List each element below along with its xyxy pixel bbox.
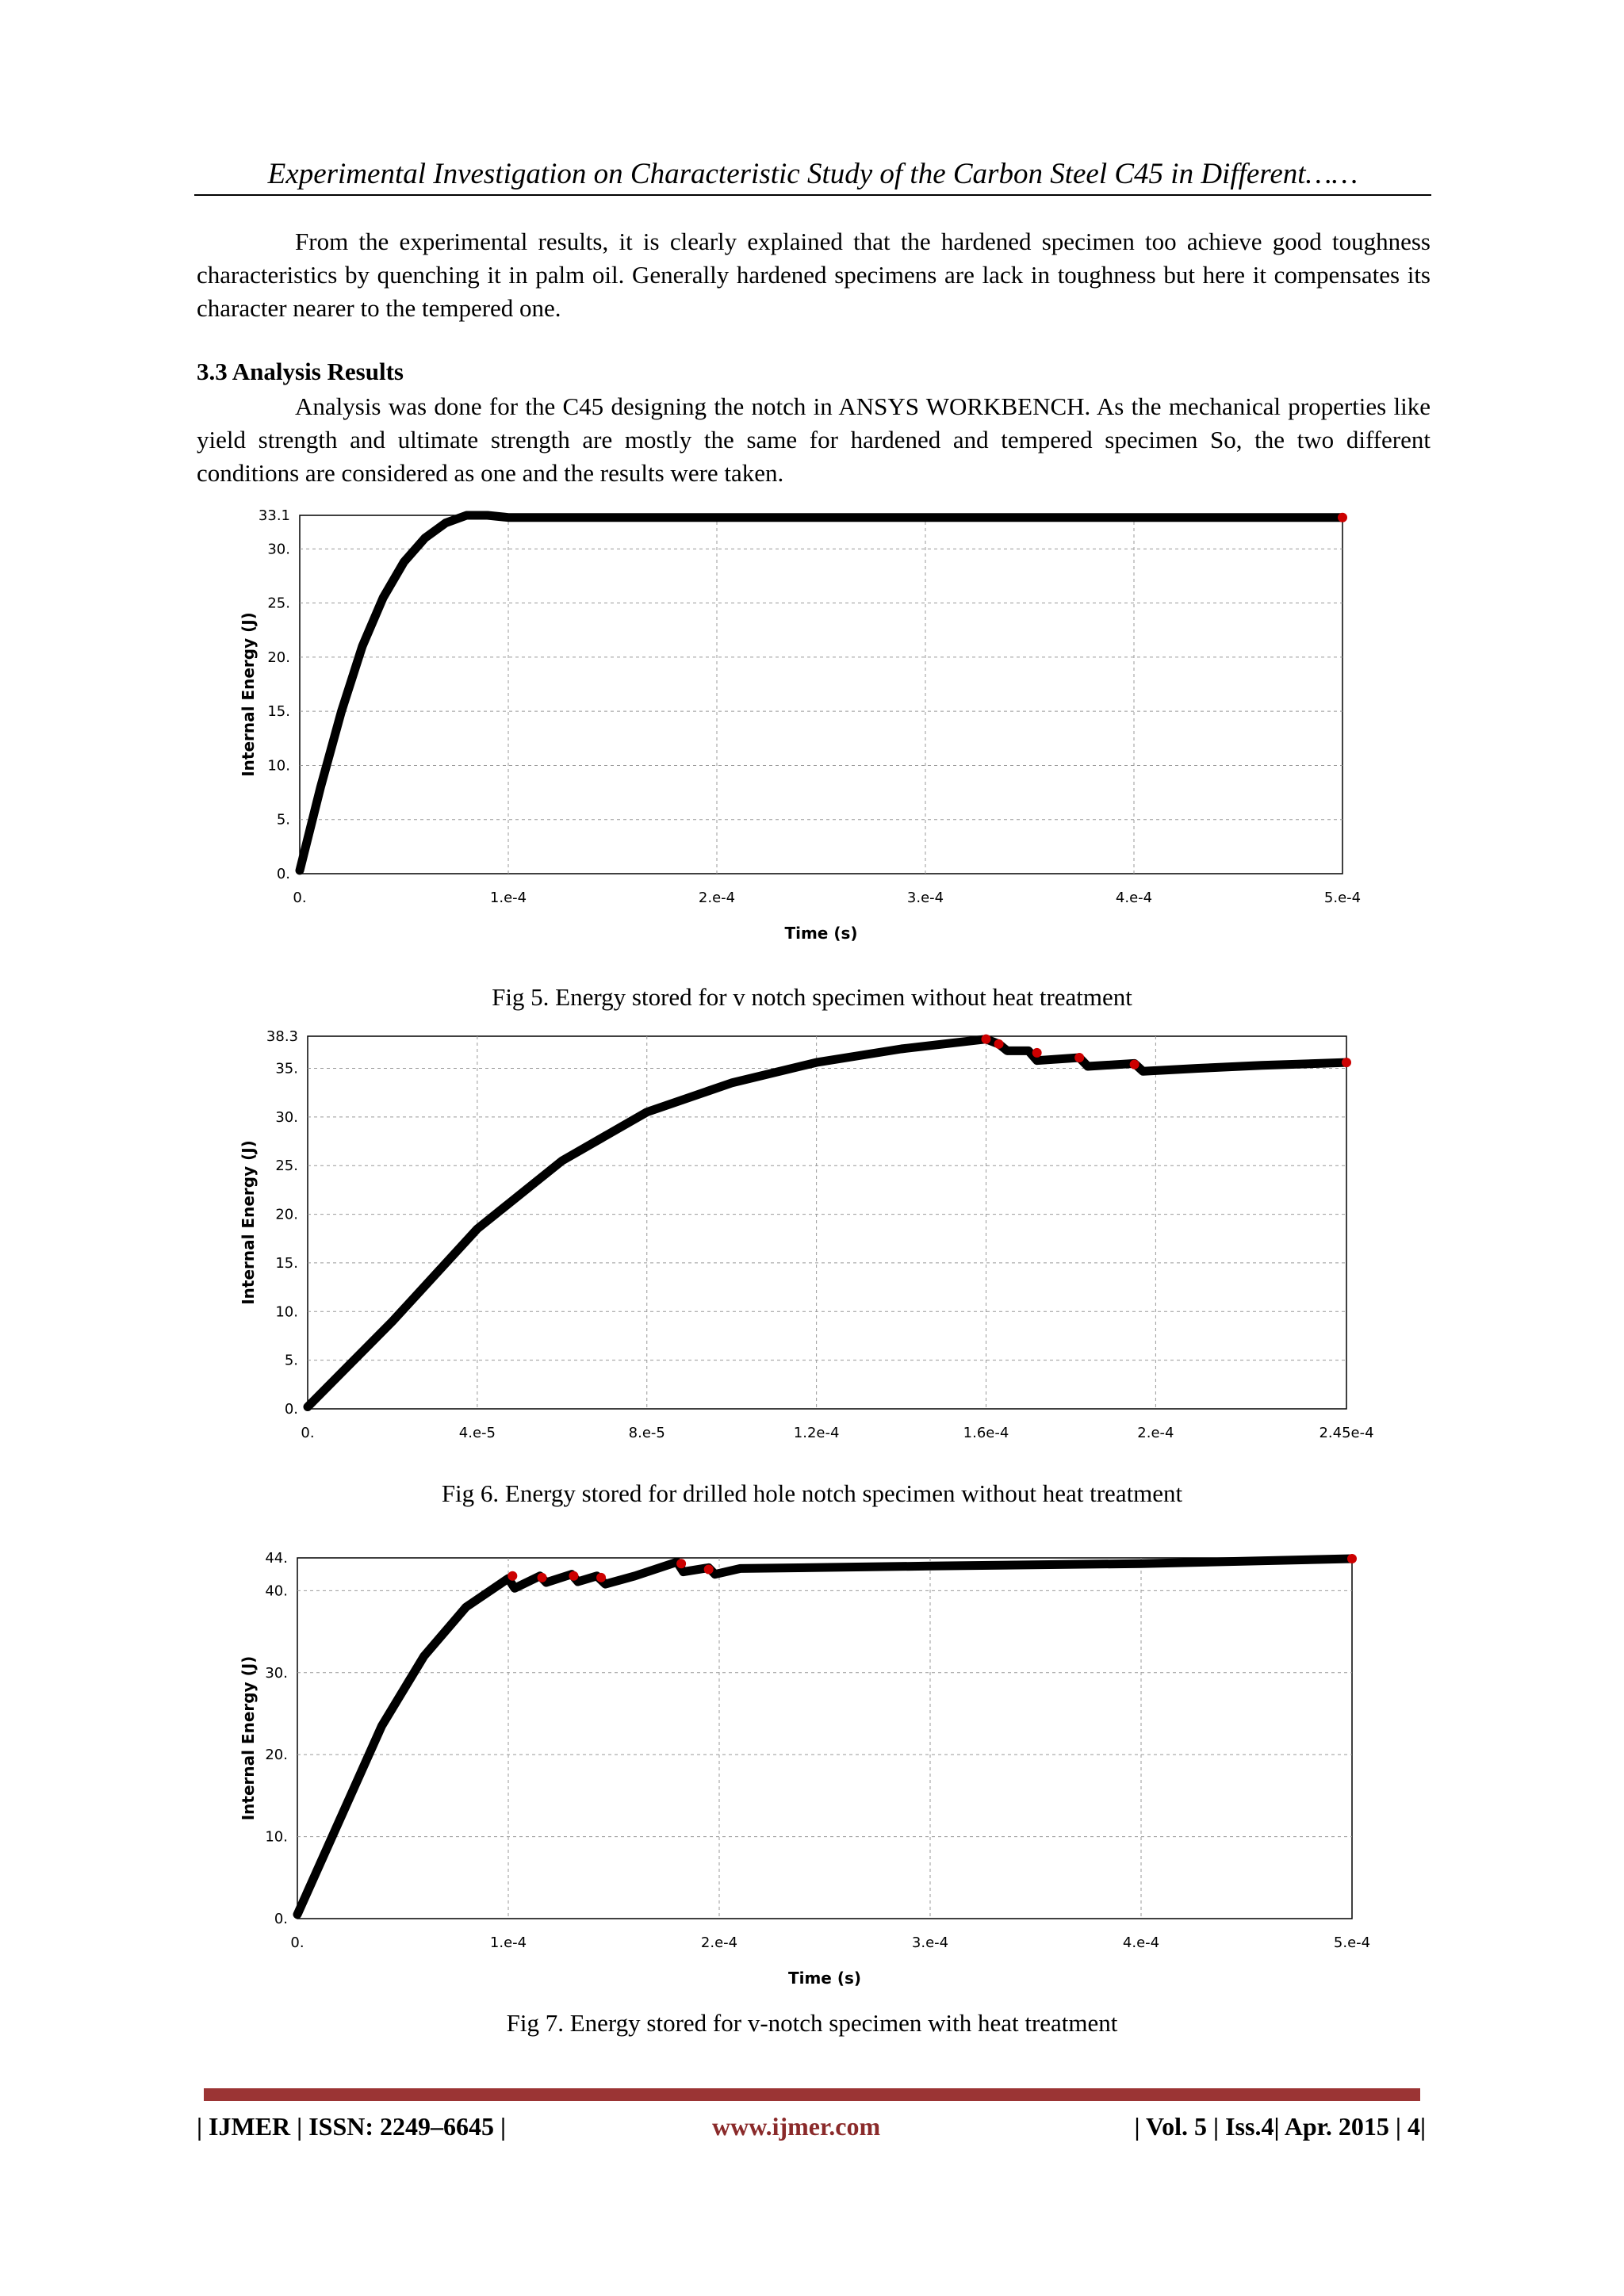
x-tick-label: 3.e-4 — [907, 890, 944, 906]
x-tick-label: 5.e-4 — [1324, 890, 1361, 906]
section-heading: 3.3 Analysis Results — [197, 358, 404, 385]
data-point-marker — [676, 1559, 687, 1569]
data-point-marker — [1347, 1554, 1357, 1564]
data-point-marker — [1338, 512, 1347, 522]
data-point-marker — [994, 1039, 1004, 1049]
x-tick-label: 2.45e-4 — [1319, 1425, 1373, 1441]
plot-frame — [299, 515, 1343, 874]
x-tick-label: 0. — [290, 1934, 304, 1951]
y-axis-title: Internal Energy (J) — [239, 612, 258, 777]
y-tick-label: 33.1 — [259, 507, 290, 524]
data-point-marker — [569, 1571, 579, 1581]
chart-fig7-svg: 0. 10. 20. 30. 40. 44. 0. 1.e-4 2.e-4 3.e-4 4.e-4 5… — [239, 1550, 1370, 1988]
y-tick-label: 5. — [277, 812, 290, 828]
footer-volume-info: | Vol. 5 | Iss.4| Apr. 2015 | 4| — [1134, 2112, 1426, 2141]
y-tick-label: 0. — [277, 866, 290, 882]
x-tick-label: 8.e-5 — [629, 1425, 665, 1441]
y-tick-label: 20. — [265, 1747, 288, 1763]
y-tick-label: 25. — [275, 1158, 298, 1174]
x-tick-label: 1.6e-4 — [963, 1425, 1009, 1441]
x-tick-label: 1.e-4 — [490, 890, 527, 906]
caption-fig6: Fig 6. Energy stored for drilled hole no… — [441, 1479, 1183, 1507]
y-tick-label: 15. — [275, 1255, 298, 1272]
y-tick-label: 0. — [285, 1401, 298, 1418]
y-tick-label: 15. — [267, 703, 290, 720]
series-line — [303, 1035, 1351, 1411]
x-tick-label: 1.2e-4 — [794, 1425, 840, 1441]
x-tick-label: 2.e-4 — [699, 890, 735, 906]
x-axis-title: Time (s) — [784, 924, 857, 943]
y-tick-label: 0. — [274, 1911, 288, 1927]
y-tick-label: 35. — [275, 1060, 298, 1077]
x-tick-label: 2.e-4 — [701, 1934, 737, 1951]
x-tick-label: 0. — [293, 890, 306, 906]
x-axis-title: Time (s) — [788, 1969, 861, 1988]
y-tick-label: 5. — [285, 1353, 298, 1369]
y-tick-label: 30. — [265, 1665, 288, 1682]
y-tick-label: 10. — [267, 757, 290, 774]
y-tick-label: 30. — [275, 1109, 298, 1126]
plot-frame — [297, 1557, 1353, 1919]
data-point-marker — [1074, 1052, 1085, 1062]
x-tick-label: 5.e-4 — [1334, 1934, 1370, 1951]
x-tick-label: 2.e-4 — [1137, 1425, 1174, 1441]
data-point-marker — [1129, 1059, 1139, 1070]
x-tick-label: 4.e-5 — [459, 1425, 496, 1441]
y-tick-label: 40. — [265, 1582, 288, 1599]
y-tick-label: 38.3 — [266, 1028, 298, 1045]
chart-fig5: 0. 5. 10. 15. 20. 25. 30. 33.1 0. 1.e-4 2.e-4 3.e-4… — [230, 507, 1388, 959]
y-tick-label: 44. — [265, 1550, 288, 1567]
x-tick-label: 1.e-4 — [490, 1934, 527, 1951]
running-head: Experimental Investigation on Characteri… — [267, 158, 1358, 190]
y-axis-title: Internal Energy (J) — [239, 1656, 258, 1821]
data-point-marker — [1342, 1058, 1351, 1068]
y-tick-label: 30. — [267, 541, 290, 557]
data-point-marker — [537, 1572, 547, 1582]
data-point-marker — [596, 1572, 607, 1582]
plot-frame — [307, 1035, 1347, 1410]
x-tick-label: 4.e-4 — [1123, 1934, 1159, 1951]
data-point-marker — [508, 1571, 518, 1581]
paragraph-analysis: Analysis was done for the C45 designing … — [197, 392, 1431, 487]
data-point-marker — [1032, 1047, 1042, 1058]
series-line — [295, 511, 1347, 875]
data-point-marker — [703, 1564, 714, 1575]
y-tick-label: 25. — [267, 595, 290, 612]
data-point-marker — [981, 1034, 991, 1044]
y-tick-label: 10. — [275, 1303, 298, 1320]
chart-fig7: 0. 10. 20. 30. 40. 44. 0. 1.e-4 2.e-4 3.e-4 4.e-4 5… — [230, 1546, 1388, 1998]
footer-website-link[interactable]: www.ijmer.com — [712, 2112, 881, 2141]
caption-fig7: Fig 7. Energy stored for v-notch specime… — [506, 2009, 1118, 2037]
chart-fig6-svg: 0. 5. 10. 15. 20. 25. 30. 35. 38.3 0. 4.e-5 8.e-5 1.… — [239, 1028, 1374, 1441]
series-line — [293, 1554, 1357, 1919]
footer-bar — [204, 2088, 1420, 2101]
chart-fig5-svg: 0. 5. 10. 15. 20. 25. 30. 33.1 0. 1.e-4 2.e-4 3.e-4… — [239, 507, 1361, 943]
y-tick-label: 10. — [265, 1829, 288, 1846]
paragraph-conclusion: From the experimental results, it is cle… — [197, 228, 1431, 322]
y-tick-label: 20. — [275, 1207, 298, 1223]
header-rule — [194, 194, 1431, 196]
x-tick-label: 3.e-4 — [912, 1934, 948, 1951]
y-axis-title: Internal Energy (J) — [239, 1140, 258, 1305]
x-tick-label: 4.e-4 — [1116, 890, 1152, 906]
chart-fig6: 0. 5. 10. 15. 20. 25. 30. 35. 38.3 0. 4.e-5 8.e-5 1.… — [230, 1027, 1388, 1463]
caption-fig5: Fig 5. Energy stored for v notch specime… — [492, 983, 1132, 1011]
footer-journal-info: | IJMER | ISSN: 2249–6645 | — [197, 2112, 507, 2141]
x-tick-label: 0. — [301, 1425, 314, 1441]
y-tick-label: 20. — [267, 649, 290, 666]
